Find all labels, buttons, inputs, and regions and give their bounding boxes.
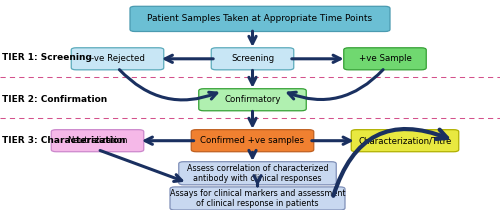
Text: TIER 2: Confirmation: TIER 2: Confirmation bbox=[2, 95, 108, 104]
FancyBboxPatch shape bbox=[71, 48, 164, 70]
Text: Characterization/Titre: Characterization/Titre bbox=[358, 136, 452, 145]
Text: Assess correlation of characterized
antibody with clinical responses: Assess correlation of characterized anti… bbox=[187, 164, 328, 183]
Text: TIER 1: Screening: TIER 1: Screening bbox=[2, 53, 92, 62]
Text: TIER 3: Characterization: TIER 3: Characterization bbox=[2, 136, 126, 145]
Text: +ve Sample: +ve Sample bbox=[358, 54, 412, 63]
FancyBboxPatch shape bbox=[351, 130, 459, 152]
Text: Confirmatory: Confirmatory bbox=[224, 95, 281, 104]
Text: Neutralization: Neutralization bbox=[67, 136, 128, 145]
FancyBboxPatch shape bbox=[344, 48, 426, 70]
FancyBboxPatch shape bbox=[130, 6, 390, 32]
FancyBboxPatch shape bbox=[198, 89, 306, 111]
Text: Confirmed +ve samples: Confirmed +ve samples bbox=[200, 136, 304, 145]
Text: Assays for clinical markers and assessment
of clinical response in patients: Assays for clinical markers and assessme… bbox=[170, 189, 345, 208]
FancyBboxPatch shape bbox=[191, 130, 314, 152]
Text: Screening: Screening bbox=[231, 54, 274, 63]
FancyBboxPatch shape bbox=[179, 162, 336, 185]
FancyBboxPatch shape bbox=[170, 187, 345, 210]
FancyBboxPatch shape bbox=[52, 130, 144, 152]
Text: -ve Rejected: -ve Rejected bbox=[90, 54, 144, 63]
Text: Patient Samples Taken at Appropriate Time Points: Patient Samples Taken at Appropriate Tim… bbox=[148, 14, 372, 23]
FancyBboxPatch shape bbox=[211, 48, 294, 70]
